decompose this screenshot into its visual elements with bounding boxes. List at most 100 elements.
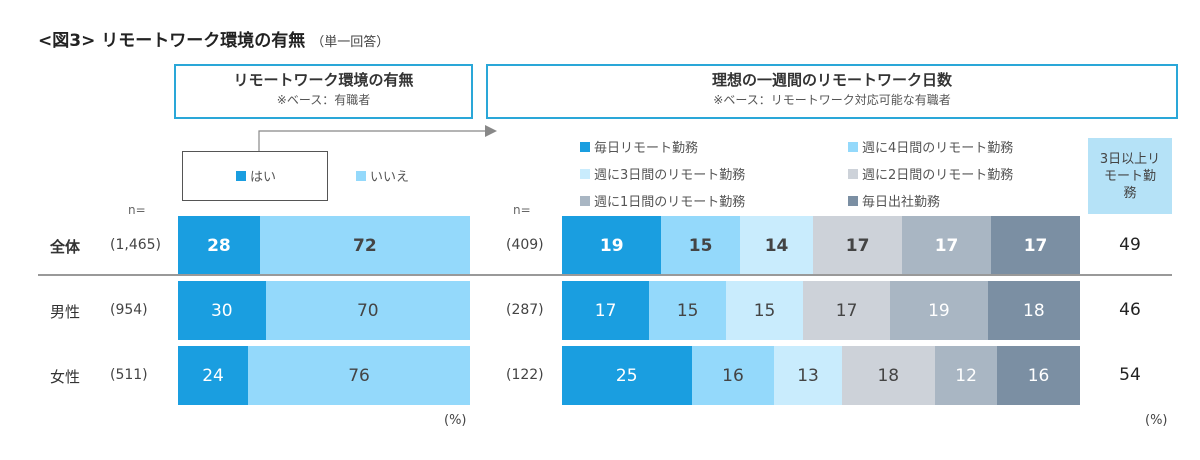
right-data-label: 15 xyxy=(676,300,699,321)
left-panel-header: リモートワーク環境の有無 ※ベース：有職者 xyxy=(174,64,473,119)
right-bar-segment: 17 xyxy=(813,216,903,275)
summary-header: 3日以上リモート勤務 xyxy=(1088,138,1172,214)
legend-swatch-icon xyxy=(580,168,590,179)
right-bar-segment: 17 xyxy=(991,216,1080,275)
right-legend-item: 毎日出社勤務 xyxy=(848,191,940,210)
right-legend-item: 週に1日間のリモート勤務 xyxy=(580,191,745,210)
left-data-label: 30 xyxy=(210,300,233,321)
left-bar-segment: 70 xyxy=(265,281,470,340)
left-bar-segment: 24 xyxy=(178,346,249,405)
right-data-label: 18 xyxy=(877,365,900,386)
legend-swatch-icon xyxy=(848,168,858,179)
right-bar-segment: 15 xyxy=(726,281,803,340)
connector-arrow-icon xyxy=(258,125,497,151)
left-data-label: 70 xyxy=(356,300,379,321)
right-panel-title: 理想の一週間のリモートワーク日数 xyxy=(711,71,952,89)
summary-value: 49 xyxy=(1119,234,1141,255)
legend-label: いいえ xyxy=(370,170,410,185)
right-bar-segment: 18 xyxy=(987,281,1080,340)
right-legend-item: 毎日リモート勤務 xyxy=(580,137,698,156)
right-panel-header: 理想の一週間のリモートワーク日数 ※ベース：リモートワーク対応可能な有職者 xyxy=(486,64,1178,119)
right-data-label: 12 xyxy=(955,365,977,386)
right-legend-item: 週に2日間のリモート勤務 xyxy=(848,164,1013,183)
legend-label: 毎日リモート勤務 xyxy=(594,141,699,156)
right-bar-segment: 16 xyxy=(691,346,775,405)
right-row-n: (122) xyxy=(506,366,544,383)
summary-value: 54 xyxy=(1119,364,1141,385)
right-data-label: 15 xyxy=(753,300,776,321)
right-bar-segment: 25 xyxy=(562,346,692,405)
right-bar-segment: 17 xyxy=(803,281,891,340)
row-separator xyxy=(38,274,1172,276)
right-data-label: 13 xyxy=(797,365,819,386)
left-n-label: n= xyxy=(128,203,146,217)
right-legend-item: 週に3日間のリモート勤務 xyxy=(580,164,745,183)
right-panel-subtitle: ※ベース：リモートワーク対応可能な有職者 xyxy=(713,93,951,107)
right-bar-segment: 15 xyxy=(661,216,740,275)
right-bar-segment: 13 xyxy=(774,346,842,405)
left-legend-item: はい xyxy=(236,166,276,185)
left-data-label: 76 xyxy=(348,365,370,386)
page-subtitle: （単一回答） xyxy=(311,35,390,50)
right-data-label: 17 xyxy=(1023,235,1048,256)
legend-label: 週に1日間のリモート勤務 xyxy=(594,195,746,210)
row-category-label: 男性 xyxy=(50,302,81,321)
legend-label: 週に4日間のリモート勤務 xyxy=(862,141,1014,156)
left-data-label: 28 xyxy=(207,235,231,256)
right-row-n: (409) xyxy=(506,236,544,253)
legend-label: 週に2日間のリモート勤務 xyxy=(862,168,1014,183)
left-bar-segment: 72 xyxy=(259,216,470,275)
right-bar-segment: 19 xyxy=(890,281,988,340)
right-bar-segment: 14 xyxy=(739,216,814,275)
right-bar-segment: 12 xyxy=(935,346,998,405)
page-title: <図3> リモートワーク環境の有無 （単一回答） xyxy=(38,31,390,51)
legend-swatch-icon xyxy=(236,170,246,181)
summary-header-label: 3日以上リモート勤務 xyxy=(1099,151,1161,201)
right-data-label: 15 xyxy=(688,235,713,256)
right-row-n: (287) xyxy=(506,301,544,318)
right-data-label: 17 xyxy=(934,235,959,256)
right-unit-label: (%) xyxy=(1145,413,1168,428)
right-data-label: 16 xyxy=(722,365,744,386)
right-data-label: 17 xyxy=(835,300,858,321)
right-data-label: 17 xyxy=(594,300,617,321)
row-category-label: 女性 xyxy=(50,367,81,386)
legend-swatch-icon xyxy=(848,195,858,206)
legend-label: はい xyxy=(250,170,277,185)
left-row-n: (511) xyxy=(110,366,148,383)
left-data-label: 24 xyxy=(202,365,224,386)
right-legend-item: 週に4日間のリモート勤務 xyxy=(848,137,1013,156)
right-bar-segment: 15 xyxy=(649,281,727,340)
legend-swatch-icon xyxy=(580,141,590,152)
left-legend-box xyxy=(182,151,328,201)
right-data-label: 19 xyxy=(928,300,950,321)
right-bar-segment: 16 xyxy=(997,346,1080,405)
left-row-n: (1,465) xyxy=(110,236,162,253)
right-data-label: 25 xyxy=(615,365,638,386)
right-bar-segment: 17 xyxy=(562,281,650,340)
left-row-n: (954) xyxy=(110,301,148,318)
right-data-label: 19 xyxy=(599,235,624,256)
left-bar-segment: 76 xyxy=(248,346,470,405)
legend-swatch-icon xyxy=(356,170,366,181)
right-n-label: n= xyxy=(513,203,531,217)
left-data-label: 72 xyxy=(353,235,377,256)
right-bar-segment: 19 xyxy=(562,216,662,275)
left-unit-label: (%) xyxy=(444,413,467,428)
left-panel-title: リモートワーク環境の有無 xyxy=(233,71,414,89)
legend-label: 週に3日間のリモート勤務 xyxy=(594,168,746,183)
legend-swatch-icon xyxy=(848,141,858,152)
left-bar-segment: 28 xyxy=(178,216,260,275)
legend-label: 毎日出社勤務 xyxy=(862,195,941,210)
row-category-label: 全体 xyxy=(50,237,81,256)
right-bar-segment: 17 xyxy=(902,216,991,275)
summary-value: 46 xyxy=(1119,299,1141,320)
right-data-label: 17 xyxy=(845,235,870,256)
left-legend-item: いいえ xyxy=(356,166,409,185)
legend-swatch-icon xyxy=(580,195,590,206)
right-data-label: 14 xyxy=(764,235,789,256)
right-data-label: 16 xyxy=(1027,365,1050,386)
right-bar-segment: 18 xyxy=(841,346,935,405)
left-bar-segment: 30 xyxy=(178,281,266,340)
left-panel-subtitle: ※ベース：有職者 xyxy=(276,93,371,107)
